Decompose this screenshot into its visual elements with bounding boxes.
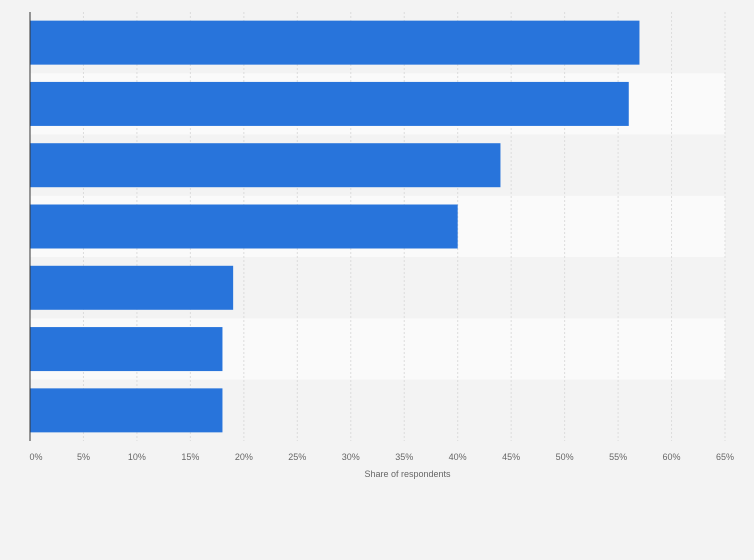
x-tick-label: 10% (128, 452, 146, 462)
x-tick-label: 15% (181, 452, 199, 462)
x-tick-label: 0% (29, 452, 42, 462)
x-tick-label: 20% (235, 452, 253, 462)
x-tick-label: 45% (502, 452, 520, 462)
bar (30, 20, 640, 65)
bar (30, 204, 458, 249)
bar (30, 143, 501, 188)
x-tick-label: 50% (556, 452, 574, 462)
x-tick-label: 60% (663, 452, 681, 462)
x-tick-label: 30% (342, 452, 360, 462)
x-tick-label: 35% (395, 452, 413, 462)
x-axis-title: Share of respondents (364, 469, 451, 479)
x-tick-label: 25% (288, 452, 306, 462)
x-tick-label: 40% (449, 452, 467, 462)
bar (30, 81, 629, 126)
bar (30, 265, 234, 310)
x-tick-label: 65% (716, 452, 734, 462)
x-tick-label: 55% (609, 452, 627, 462)
x-tick-labels: 0% 5% 10% 15% 20% 25% 30% 35% 40% 45% 50% 55% 60% 65% (29, 452, 734, 462)
x-tick-label: 5% (77, 452, 90, 462)
bar (30, 388, 223, 433)
bars (30, 20, 640, 433)
bar (30, 327, 223, 372)
